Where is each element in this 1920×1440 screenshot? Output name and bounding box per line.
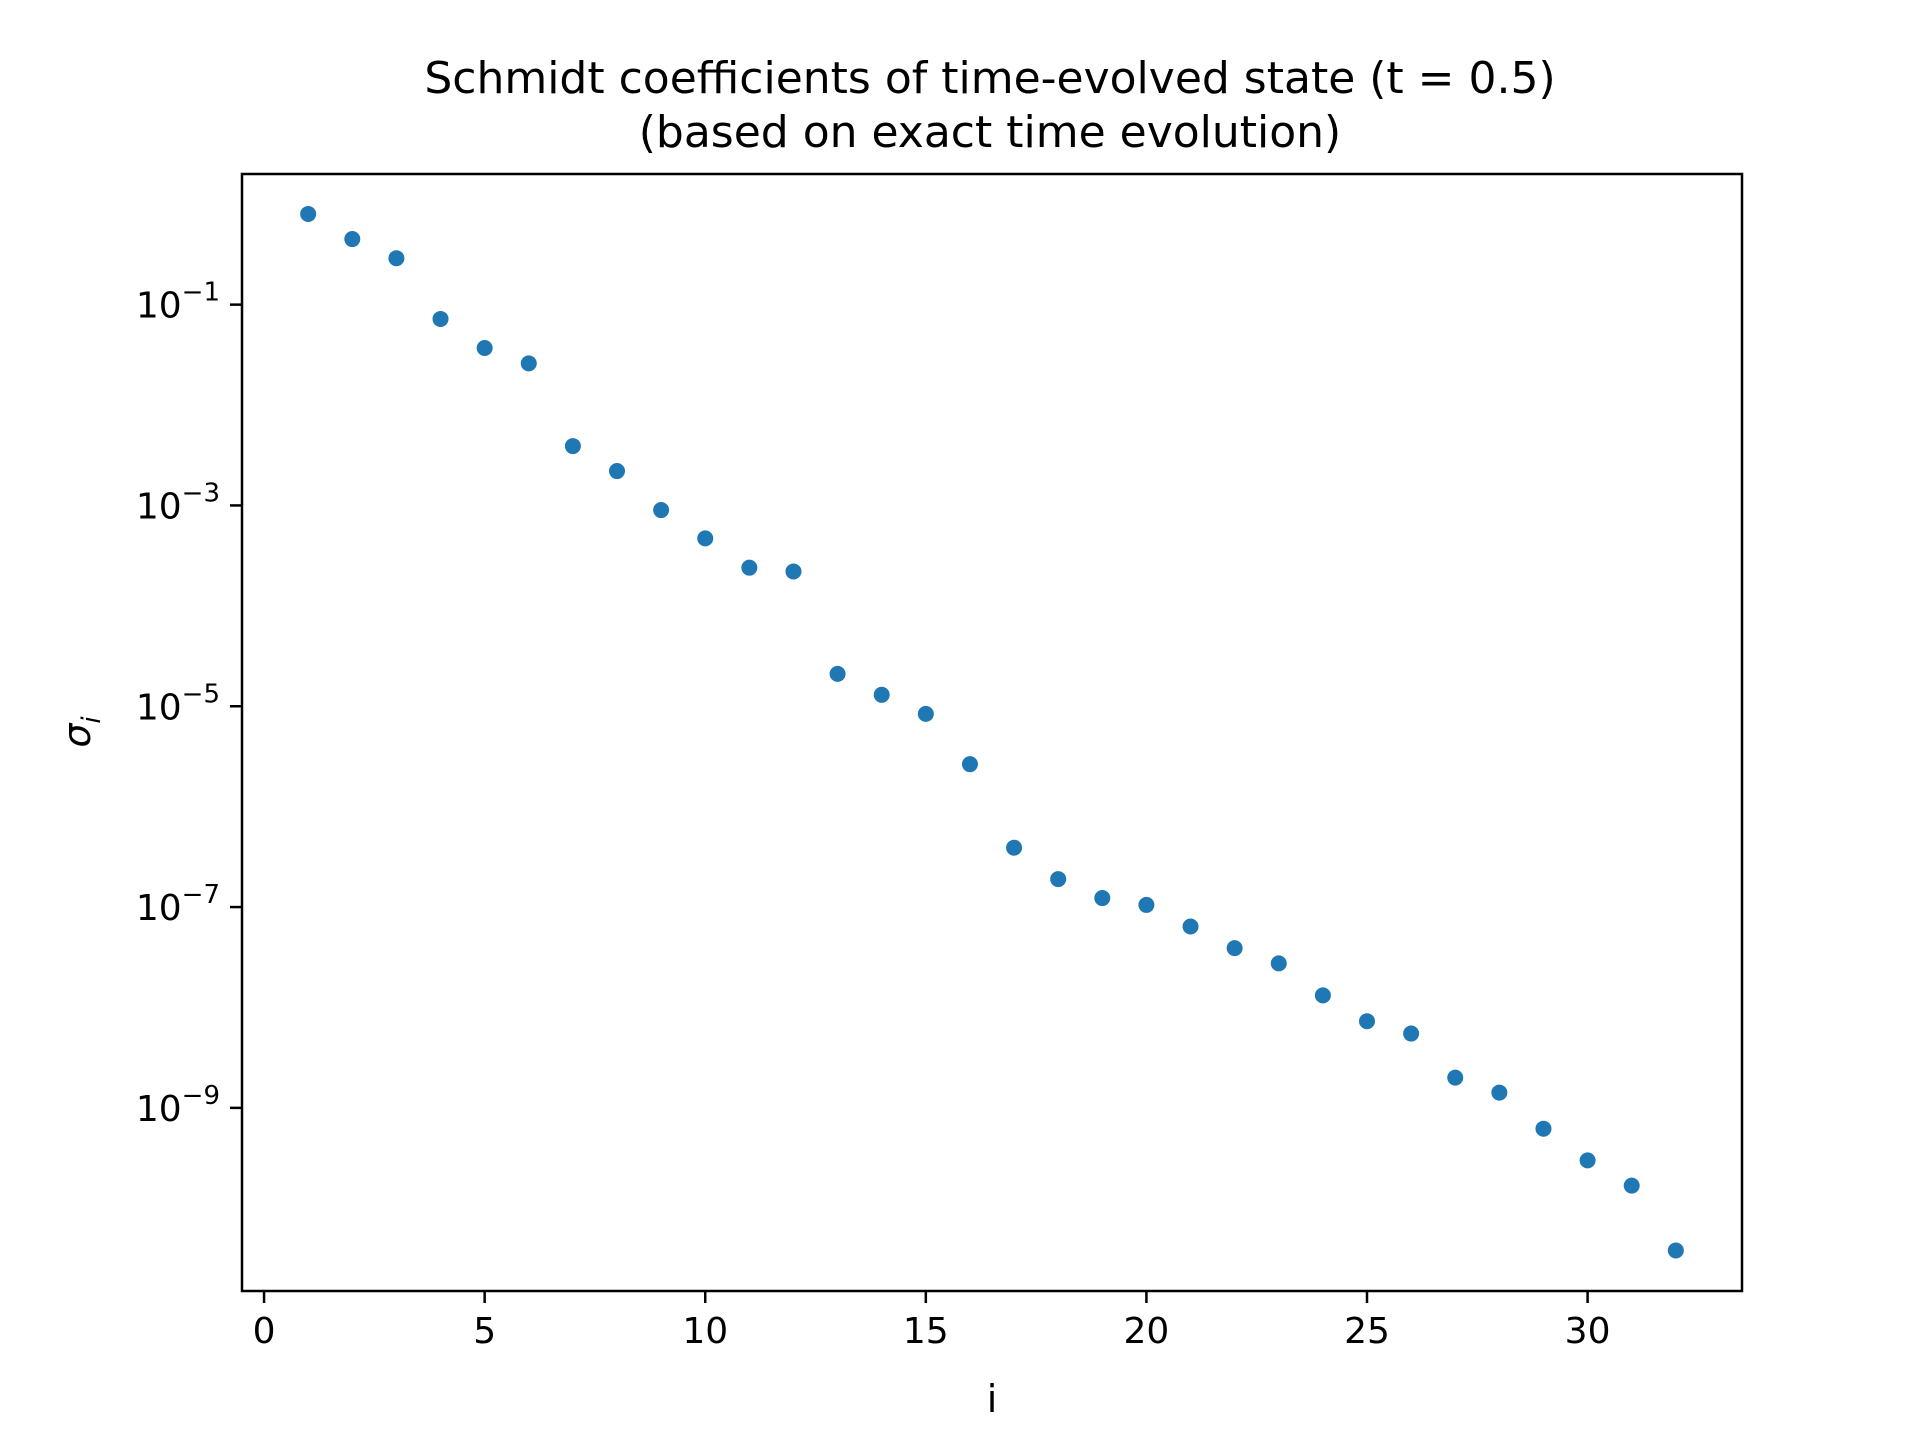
data-point [1667, 1242, 1684, 1259]
data-point [697, 530, 714, 547]
data-point [1623, 1177, 1640, 1194]
chart-title: Schmidt coefficients of time-evolved sta… [424, 53, 1555, 104]
data-point [961, 756, 978, 773]
x-tick-label: 10 [682, 1311, 728, 1352]
data-point [1447, 1069, 1464, 1086]
y-tick-label: 10−7 [136, 880, 220, 929]
data-point [520, 355, 537, 372]
data-point [1579, 1152, 1596, 1169]
x-tick-label: 30 [1565, 1311, 1611, 1352]
data-point [1094, 890, 1111, 907]
x-tick-label: 20 [1124, 1311, 1170, 1352]
y-axis-ticks: 10−1 10−3 10−5 10−7 10−9 [136, 278, 242, 1130]
plot-area [240, 172, 1744, 1293]
data-point [1535, 1120, 1552, 1137]
data-point [741, 559, 758, 576]
data-point [873, 686, 890, 703]
data-point [1182, 918, 1199, 935]
data-point [1403, 1025, 1420, 1042]
x-tick-label: 25 [1344, 1311, 1390, 1352]
x-tick-label: 15 [903, 1311, 949, 1352]
data-point [388, 250, 405, 267]
data-point [1314, 987, 1331, 1004]
x-tick-label: 5 [473, 1311, 496, 1352]
x-axis-label: i [987, 1377, 998, 1421]
data-point [917, 705, 934, 722]
chart-subtitle: (based on exact time evolution) [639, 107, 1341, 158]
y-axis-label-subscript: i [77, 716, 107, 724]
x-tick-label: 0 [253, 1311, 276, 1352]
data-point [1491, 1084, 1508, 1101]
data-point [1226, 940, 1243, 957]
x-axis-ticks: 0 5 10 15 20 25 30 [253, 1291, 1611, 1352]
data-point [1050, 871, 1067, 888]
data-point [300, 205, 317, 222]
data-point [432, 310, 449, 327]
data-point [1359, 1013, 1375, 1030]
y-tick-label: 10−5 [136, 679, 220, 728]
data-point [785, 563, 802, 580]
data-points [300, 205, 1684, 1259]
data-point [1138, 896, 1155, 913]
y-axis-label-symbol: σ [55, 722, 99, 748]
data-point [1270, 955, 1287, 972]
data-point [344, 231, 361, 248]
data-point [609, 463, 625, 480]
data-point [564, 438, 581, 455]
data-point [476, 339, 493, 356]
y-tick-label: 10−3 [136, 478, 220, 527]
data-point [829, 665, 846, 682]
data-point [1006, 839, 1023, 856]
y-tick-label: 10−1 [136, 278, 220, 327]
y-axis-label: σi [55, 716, 107, 748]
y-tick-label: 10−9 [136, 1081, 220, 1130]
data-point [653, 502, 670, 519]
